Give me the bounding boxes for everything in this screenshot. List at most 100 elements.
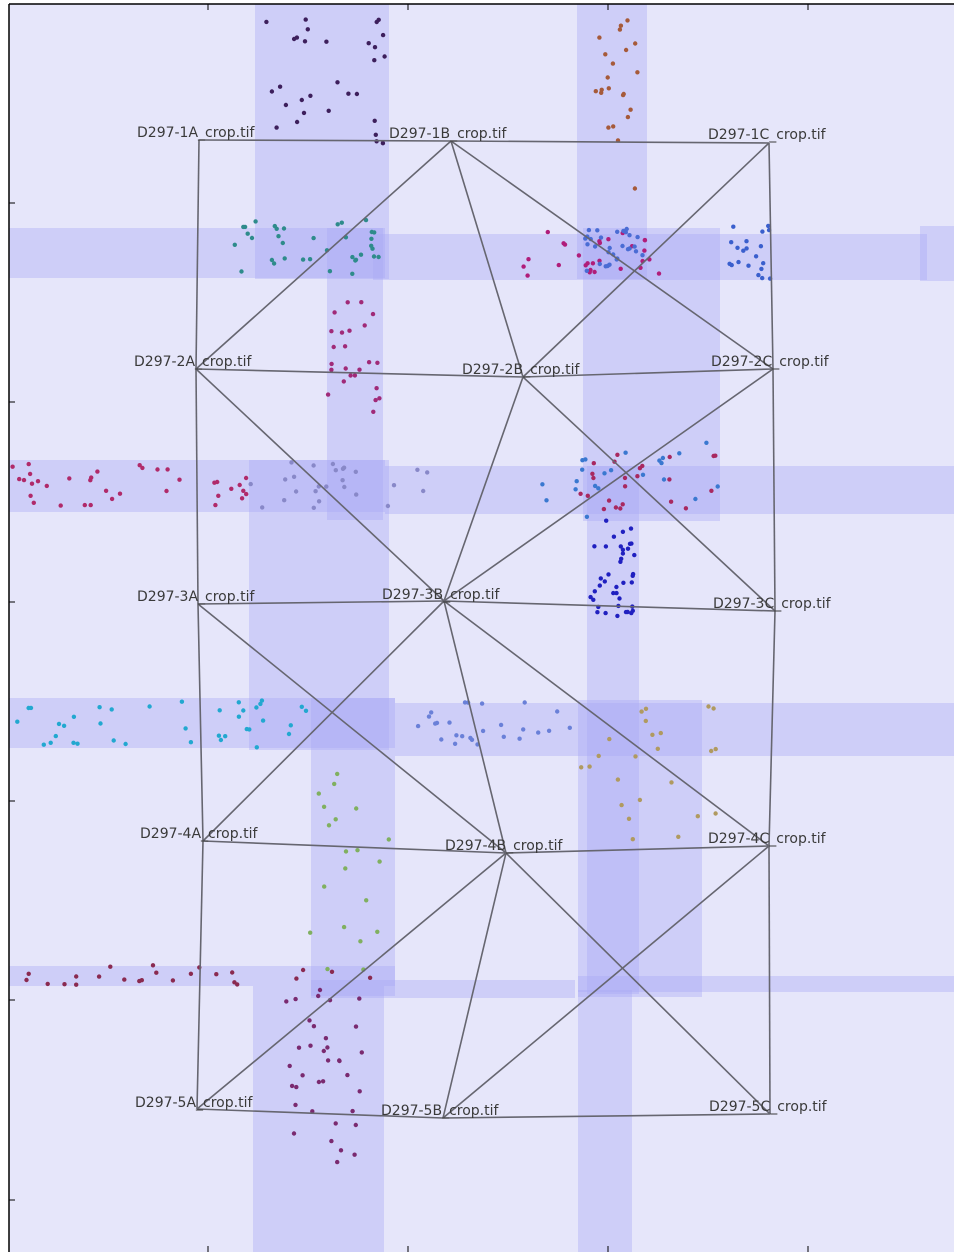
feature-point [308,1043,313,1048]
edge-1A-1B [198,139,452,142]
feature-point [253,219,258,224]
feature-point [342,484,347,490]
feature-point [352,1152,357,1157]
feature-point [294,1084,299,1090]
feature-point [223,734,228,739]
feature-point [103,488,109,493]
feature-point [359,300,364,305]
feature-point [370,311,376,317]
feature-point [592,589,597,594]
node-label-3a: D297-3A_crop.tif [137,589,255,605]
feature-point [598,576,603,581]
feature-point [45,981,50,987]
feature-point [761,261,766,266]
feature-point [658,730,663,736]
feature-point [526,257,531,262]
feature-point [625,114,631,120]
feature-point [286,731,292,737]
feature-point [352,373,358,378]
feature-point [629,541,634,546]
feature-point [625,546,631,551]
feature-point [629,580,634,585]
feature-point [633,249,639,254]
feature-point [603,610,608,616]
feature-point [324,484,329,489]
feature-point [376,254,381,260]
feature-point [375,929,380,934]
feature-point [249,235,255,241]
feature-point [300,257,306,262]
feature-point [322,884,327,889]
feature-point [329,361,334,367]
feature-point [366,41,371,46]
feature-point [122,977,127,982]
feature-point [300,1073,305,1078]
feature-point [281,226,287,231]
feature-point [614,590,619,596]
edge-3B-4B [443,600,507,854]
feature-point [97,705,102,710]
feature-point [426,714,432,719]
feature-point [330,461,336,467]
feature-point [372,58,377,63]
feature-point [56,721,62,727]
feature-point [364,898,369,903]
feature-point [620,502,625,507]
feature-point [374,19,379,25]
feature-point [283,477,288,482]
feature-point [337,1058,342,1064]
feature-point [294,976,299,981]
feature-point [606,498,612,503]
feature-point [350,271,355,276]
feature-point [188,740,194,745]
feature-point [71,714,77,719]
feature-point [355,848,360,853]
feature-point [607,262,612,267]
feature-point [340,466,346,471]
feature-point [667,454,672,460]
feature-point [305,27,310,32]
feature-point [536,730,541,735]
feature-point [623,450,628,455]
feature-point [704,440,709,445]
feature-point [611,124,616,129]
feature-point [269,257,275,263]
feature-point [567,725,572,730]
feature-point [584,268,589,273]
feature-point [213,502,218,508]
feature-point [619,802,624,808]
feature-point [236,714,242,719]
feature-point [325,966,330,972]
feature-point [29,481,35,486]
feature-point [311,463,316,468]
feature-point [731,224,736,229]
node-label-2c: D297-2C_crop.tif [711,354,830,370]
feature-point [625,18,630,23]
feature-point [320,1079,326,1084]
feature-point [229,486,234,491]
feature-point [626,816,632,821]
feature-point [603,264,608,269]
feature-point [183,726,188,731]
feature-point [321,1048,326,1054]
edge-2A-2B [195,368,524,378]
feature-point [585,493,590,498]
feature-point [599,90,604,96]
feature-point [585,261,590,266]
feature-point [591,461,596,466]
feature-point [562,242,568,247]
node-label-1b: D297-1B_crop.tif [389,126,507,142]
feature-point [282,498,287,503]
feature-point [241,488,246,493]
feature-point [727,261,732,266]
feature-point [264,19,269,25]
node-label-2a: D297-2A_crop.tif [134,354,252,370]
feature-point [254,745,259,750]
feature-point [628,107,633,112]
feature-point [370,246,375,251]
feature-point [613,505,619,510]
feature-point [277,84,283,89]
feature-point [371,409,376,414]
feature-point [758,244,764,249]
feature-point [525,273,530,278]
